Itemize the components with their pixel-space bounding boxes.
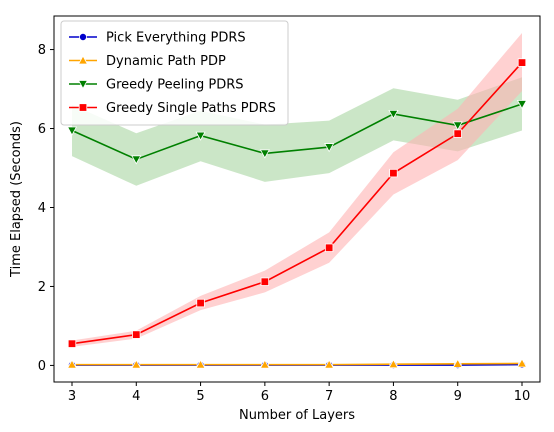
x-tick-label: 6	[261, 389, 269, 404]
triangle-up-marker	[516, 358, 528, 368]
triangle-down-marker	[259, 149, 270, 159]
x-tick-label: 7	[325, 389, 333, 404]
plot-frame	[53, 15, 541, 383]
triangle-up-marker	[259, 359, 270, 369]
triangle-down-marker	[77, 80, 89, 90]
legend-label: Pick Everything PDRS	[106, 31, 246, 46]
series-markers	[66, 58, 528, 370]
triangle-up-marker	[66, 359, 78, 369]
x-axis-label: Number of Layers	[239, 408, 355, 423]
x-tick-label: 4	[132, 389, 140, 404]
x-tick-label: 9	[454, 389, 462, 404]
square-marker	[196, 298, 205, 308]
y-axis-label: Time Elapsed (Seconds)	[9, 121, 24, 278]
triangle-down-marker	[324, 143, 335, 153]
y-tick-label: 2	[38, 280, 46, 295]
triangle-up-marker	[324, 359, 335, 369]
series-line	[72, 362, 523, 366]
triangle-down-marker	[388, 109, 399, 120]
square-marker	[389, 168, 398, 178]
triangle-up-marker	[77, 55, 89, 65]
x-tick-label: 8	[389, 389, 397, 404]
confidence-band	[72, 77, 522, 186]
triangle-up-marker	[388, 359, 399, 369]
legend: Pick Everything PDRS Dynamic Path PDP Gree…	[60, 20, 289, 126]
square-marker	[132, 330, 141, 339]
y-tick-label: 4	[38, 201, 46, 216]
y-tick-label: 0	[38, 359, 46, 374]
series-lines	[71, 62, 523, 366]
legend-box	[60, 20, 289, 126]
triangle-up-marker	[131, 359, 142, 369]
x-tick-label: 3	[68, 389, 76, 404]
series-line	[71, 103, 523, 161]
square-marker	[453, 129, 462, 138]
square-marker	[67, 339, 77, 348]
triangle-down-marker	[195, 131, 206, 141]
triangle-down-marker	[516, 100, 528, 110]
y-axis-ticks: 0 2 4 6 8	[38, 43, 54, 374]
series-line	[71, 62, 523, 345]
square-marker	[78, 103, 88, 112]
square-marker	[324, 243, 334, 252]
triangle-up-marker	[452, 358, 463, 368]
x-axis-ticks: 3 4 5 6 7 8 9 10	[68, 382, 530, 404]
x-tick-label: 10	[514, 389, 531, 404]
triangle-down-marker	[131, 155, 142, 165]
triangle-up-marker	[195, 359, 206, 369]
triangle-down-marker	[452, 121, 463, 131]
x-tick-label: 5	[196, 389, 204, 404]
y-tick-label: 6	[38, 122, 46, 137]
legend-label: Greedy Single Paths PDRS	[106, 101, 276, 116]
y-tick-label: 8	[38, 43, 46, 58]
legend-label: Greedy Peeling PDRS	[106, 78, 244, 93]
circle-marker	[79, 33, 88, 42]
legend-label: Dynamic Path PDP	[106, 54, 226, 69]
square-marker	[517, 58, 527, 67]
triangle-down-marker	[66, 126, 78, 136]
square-marker	[260, 277, 270, 286]
